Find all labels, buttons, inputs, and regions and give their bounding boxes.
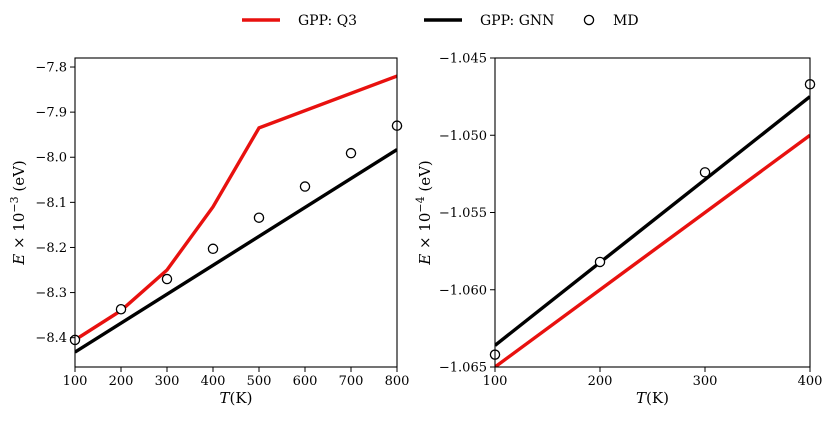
legend-label-gnn: GPP: GNN xyxy=(480,13,554,29)
y-axis-label-unit: (eV) xyxy=(10,160,28,196)
series-layer xyxy=(75,74,397,354)
y-axis-label: E × 10−4 (eV) xyxy=(414,160,434,266)
y-axis-label-exp: −3 xyxy=(8,196,21,212)
series-layer xyxy=(495,95,810,367)
x-tick-label: 200 xyxy=(109,374,134,389)
legend-label-md: MD xyxy=(613,13,639,29)
x-axis-label-unit: (K) xyxy=(230,389,253,407)
plot-frame xyxy=(74,57,398,368)
legend-marker-md xyxy=(583,14,595,26)
series-line-q3 xyxy=(495,133,810,367)
y-tick-label: −8.0 xyxy=(35,151,67,166)
y-axis-label-var: E xyxy=(416,254,434,266)
md-point xyxy=(699,167,711,178)
x-tick-label: 100 xyxy=(483,374,508,389)
x-tick-label: 600 xyxy=(293,374,318,389)
y-tick-label: −1.065 xyxy=(439,361,487,376)
x-tick-label: 800 xyxy=(385,374,410,389)
x-axis-label-var: T xyxy=(220,389,231,407)
x-tick-label: 400 xyxy=(201,374,226,389)
y-tick-label: −8.3 xyxy=(35,286,67,301)
x-tick-label: 500 xyxy=(247,374,272,389)
md-point xyxy=(161,273,173,285)
y-axis-label-exp: −4 xyxy=(414,196,427,212)
series-line-q3 xyxy=(75,74,397,342)
series-line-gnn xyxy=(75,148,397,354)
y-tick-label: −8.4 xyxy=(35,331,67,346)
md-point xyxy=(345,147,357,159)
md-point xyxy=(299,181,311,192)
series-line-gnn xyxy=(495,95,810,347)
y-tick-label: −1.050 xyxy=(439,129,487,144)
y-tick-label: −1.060 xyxy=(439,283,487,298)
marker-layer xyxy=(69,120,403,346)
right-panel: 100 200 300 400 −1.065 −1.060 −1.055 −1.050 −1.0… xyxy=(414,52,822,408)
x-tick-label: 700 xyxy=(339,374,364,389)
md-point xyxy=(253,212,265,223)
x-tick-label: 300 xyxy=(693,374,718,389)
md-point xyxy=(594,256,606,268)
y-axis-label-mult: × 10 xyxy=(416,213,434,254)
legend: GPP: Q3 GPP: GNN MD xyxy=(242,13,639,29)
x-axis-label-unit: (K) xyxy=(646,389,669,407)
x-tick-label: 100 xyxy=(63,374,88,389)
y-tick-label: −1.045 xyxy=(439,52,487,67)
x-tick-label: 300 xyxy=(155,374,180,389)
y-tick-label: −8.2 xyxy=(35,241,67,256)
y-tick-label: −8.1 xyxy=(35,196,67,211)
md-point xyxy=(207,243,219,255)
x-tick-label: 400 xyxy=(798,374,823,389)
x-axis-label-var: T xyxy=(636,389,647,407)
md-point xyxy=(115,304,127,315)
y-tick-label: −7.8 xyxy=(35,61,67,76)
y-axis-label-var: E xyxy=(10,254,28,266)
left-panel: 100 200 300 400 500 600 700 800 −8.4 −8.3 −8.2 −8.1… xyxy=(8,57,410,407)
y-tick-label: −1.055 xyxy=(439,206,487,221)
plot-frame xyxy=(494,57,811,368)
y-tick-label: −7.9 xyxy=(35,106,67,121)
x-axis-label: T(K) xyxy=(636,389,669,407)
legend-label-q3: GPP: Q3 xyxy=(298,13,357,29)
y-axis-label-unit: (eV) xyxy=(416,160,434,196)
x-axis-label: T(K) xyxy=(220,389,253,407)
x-tick-label: 200 xyxy=(588,374,613,389)
y-axis-label: E × 10−3 (eV) xyxy=(8,160,28,266)
y-axis-label-mult: × 10 xyxy=(10,213,28,254)
